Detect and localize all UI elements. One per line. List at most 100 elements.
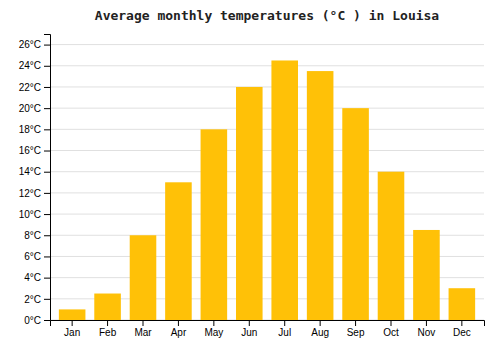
bar (449, 288, 476, 320)
bar (130, 235, 157, 320)
x-axis: Jan Feb Mar Apr May Jun Jul Aug Sep Oct Nov Dec (51, 320, 485, 338)
x-tick: Mar (134, 320, 152, 338)
y-tick: 10°C (19, 209, 50, 220)
x-tick-label: Feb (99, 327, 117, 338)
x-tick-label: Sep (347, 327, 365, 338)
x-tick-label: Jan (64, 327, 80, 338)
x-tick-mark (355, 320, 356, 326)
x-tick: Dec (453, 320, 471, 338)
x-tick-label: Aug (311, 327, 329, 338)
title: Average monthly temperatures (°C ) in Lo… (95, 8, 440, 23)
y-tick-mark (44, 320, 50, 321)
y-tick-label: 4°C (24, 272, 41, 283)
y-tick-label: 8°C (24, 230, 41, 241)
x-tick: Oct (383, 320, 399, 338)
y-tick-label: 14°C (19, 166, 41, 177)
x-tick-mark (213, 320, 214, 326)
bar (271, 60, 298, 320)
y-tick-label: 6°C (24, 251, 41, 262)
y-tick: 14°C (19, 166, 50, 177)
y-tick: 18°C (19, 124, 50, 135)
x-tick-mark (107, 320, 108, 326)
y-tick-label: 0°C (24, 315, 41, 326)
bar (413, 230, 440, 320)
x-tick-label: May (204, 327, 223, 338)
bar (236, 87, 263, 320)
plot-area (59, 60, 475, 320)
y-tick-mark (44, 299, 50, 300)
y-tick-mark (44, 108, 50, 109)
x-tick-label: Jun (241, 327, 257, 338)
y-tick-mark (44, 87, 50, 88)
x-tick-label: Dec (453, 327, 471, 338)
x-tick-mark (391, 320, 392, 326)
grid-line (50, 108, 484, 109)
chart: 0°C 2°C 4°C 6°C 8°C 10°C 12°C 14°C 16°C 18°C 20°C 2… (0, 0, 500, 350)
y-tick: 2°C (24, 294, 50, 305)
bar (378, 172, 405, 320)
y-tick-mark (44, 256, 50, 257)
y-tick-mark (44, 45, 50, 46)
grid-line (50, 150, 484, 151)
y-tick: 24°C (19, 60, 50, 71)
y-tick-mark (44, 193, 50, 194)
y-tick-mark (44, 151, 50, 152)
y-axis: 0°C 2°C 4°C 6°C 8°C 10°C 12°C 14°C 16°C 18°C 20°C 2… (19, 35, 51, 326)
grid-line (50, 214, 484, 215)
y-tick-label: 18°C (19, 124, 41, 135)
grid-line (50, 65, 484, 66)
grid-line (50, 129, 484, 130)
x-tick-mark (143, 320, 144, 326)
y-tick-mark (44, 129, 50, 130)
y-axis-line (44, 35, 51, 321)
y-tick-mark (44, 66, 50, 67)
y-tick: 26°C (19, 39, 50, 50)
x-tick: Feb (99, 320, 117, 338)
x-tick-label: Jul (278, 327, 291, 338)
x-tick-mark (249, 320, 250, 326)
y-tick: 20°C (19, 103, 50, 114)
x-tick: Sep (347, 320, 365, 338)
y-tick: 6°C (24, 251, 50, 262)
bar (201, 129, 228, 320)
x-tick-mark (426, 320, 427, 326)
y-tick-label: 2°C (24, 294, 41, 305)
x-tick-mark (178, 320, 179, 326)
bar (342, 108, 369, 320)
x-tick: Apr (171, 320, 187, 338)
grid-line (50, 86, 484, 87)
bar (59, 309, 86, 320)
y-tick-label: 22°C (19, 82, 41, 93)
y-tick-label: 16°C (19, 145, 41, 156)
y-tick-label: 20°C (19, 103, 41, 114)
x-tick-mark (72, 320, 73, 326)
grid (50, 45, 484, 320)
y-tick-label: 24°C (19, 60, 41, 71)
x-tick-label: Oct (383, 327, 399, 338)
y-tick: 16°C (19, 145, 50, 156)
x-tick: Jan (64, 320, 80, 338)
y-tick: 0°C (24, 315, 50, 326)
y-tick-mark (44, 214, 50, 215)
x-tick-label: Mar (134, 327, 152, 338)
bar (165, 182, 192, 320)
x-tick-label: Apr (171, 327, 187, 338)
x-tick-mark (284, 320, 285, 326)
grid-line (50, 44, 484, 45)
x-tick: Nov (418, 320, 436, 338)
y-tick: 12°C (19, 188, 50, 199)
y-tick: 22°C (19, 82, 50, 93)
bar (307, 71, 334, 320)
y-tick-label: 12°C (19, 188, 41, 199)
y-tick-mark (44, 278, 50, 279)
y-tick-label: 26°C (19, 39, 41, 50)
grid-line (50, 171, 484, 172)
bar (94, 294, 121, 320)
x-axis-line (51, 321, 485, 327)
x-tick: Jul (278, 320, 291, 338)
y-tick-mark (44, 235, 50, 236)
x-tick: Aug (311, 320, 329, 338)
x-tick-mark (320, 320, 321, 326)
y-tick-mark (44, 172, 50, 173)
x-tick-mark (461, 320, 462, 326)
